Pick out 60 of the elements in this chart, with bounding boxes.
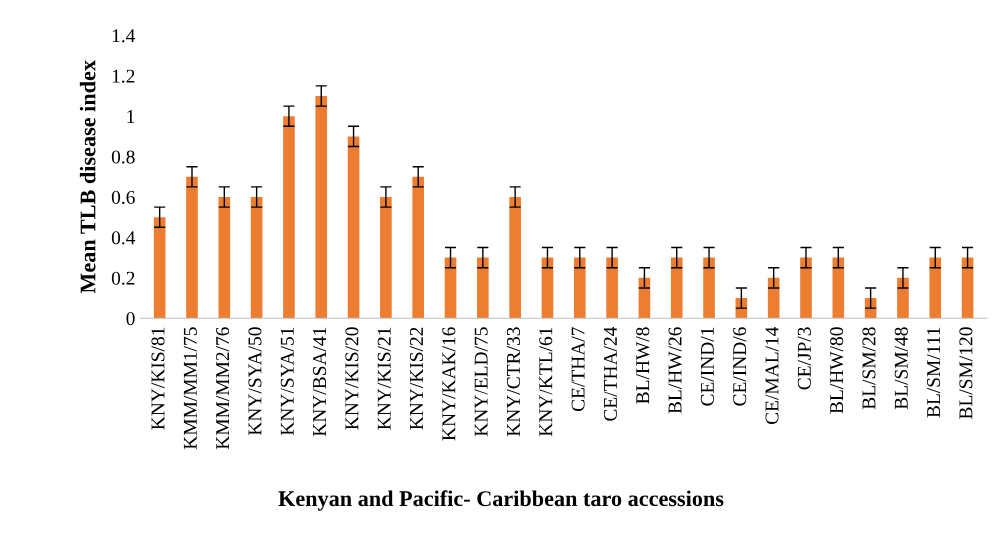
y-tick-label: 0: [126, 312, 135, 326]
x-tick-label: KNY/KAK/16: [442, 327, 456, 441]
x-tick-label: KNY/KIS/22: [410, 327, 424, 430]
bar: [509, 197, 521, 319]
x-tick-label: KNY/BSA/41: [313, 327, 327, 437]
bar: [477, 257, 489, 319]
x-tick-label: KNY/KIS/20: [345, 327, 359, 430]
x-axis-title: Kenyan and Pacific- Caribbean taro accessions: [278, 490, 724, 511]
y-axis-title: Mean TLB disease index: [79, 60, 96, 294]
x-tick-label: BL/HW/26: [668, 327, 682, 414]
bar: [347, 136, 360, 319]
bar: [638, 277, 651, 319]
x-tick-label: BL/HW/80: [830, 327, 844, 414]
bar: [832, 257, 845, 319]
x-tick-label: KNY/KTL/61: [539, 327, 553, 437]
bar: [573, 257, 586, 319]
bar: [961, 257, 974, 319]
y-tick-label: 1: [127, 110, 135, 123]
y-tick-label: 0.6: [111, 190, 135, 205]
bar: [897, 277, 909, 319]
bar: [703, 257, 715, 319]
x-tick-label: KMM/MM1/75: [183, 327, 197, 450]
x-tick-label: CE/THA/24: [603, 326, 617, 421]
x-tick-label: KNY/SYA/50: [248, 327, 262, 436]
x-tick-label: CE/IND/6: [733, 327, 747, 406]
x-tick-label: KNY/KIS/81: [151, 327, 165, 430]
x-tick-label: CE/IND/1: [700, 327, 714, 406]
bar: [412, 176, 425, 319]
bar: [929, 257, 942, 319]
x-tick-label: CE/JP/3: [797, 327, 811, 390]
bar: [218, 197, 231, 319]
bar: [250, 197, 263, 319]
x-tick-label: KNY/SYA/51: [280, 327, 294, 436]
x-tick-label: KNY/KIS/21: [377, 327, 391, 430]
y-tick-label: 0.2: [111, 271, 135, 285]
y-tick-label: 1.4: [112, 29, 136, 43]
bar: [283, 116, 295, 319]
bar: [315, 95, 328, 319]
y-tick-label: 0.4: [111, 231, 136, 245]
x-tick-label: BL/SM/120: [959, 327, 973, 419]
x-tick-label: KNY/ELD/75: [474, 327, 488, 437]
bar: [767, 277, 780, 319]
bar: [444, 257, 457, 319]
bar: [541, 257, 554, 319]
x-tick-label: KMM/MM2/76: [216, 327, 230, 450]
bar: [153, 217, 166, 319]
bar: [380, 197, 392, 319]
y-tick-label: 0.8: [111, 150, 135, 164]
x-tick-label: BL/SM/48: [894, 327, 908, 410]
x-tick-label: CE/MAL/14: [765, 326, 779, 425]
bar: [670, 257, 683, 319]
x-tick-label: BL/HW/8: [636, 327, 650, 404]
x-tick-label: BL/SM/111: [927, 327, 941, 418]
x-tick-label: BL/SM/28: [862, 327, 876, 410]
bar: [800, 257, 812, 319]
bar: [186, 176, 198, 319]
y-tick-label: 1.2: [112, 69, 135, 83]
x-tick-label: CE/THA/7: [571, 327, 585, 412]
x-tick-label: KNY/CTR/33: [506, 327, 521, 437]
bar: [606, 257, 618, 319]
